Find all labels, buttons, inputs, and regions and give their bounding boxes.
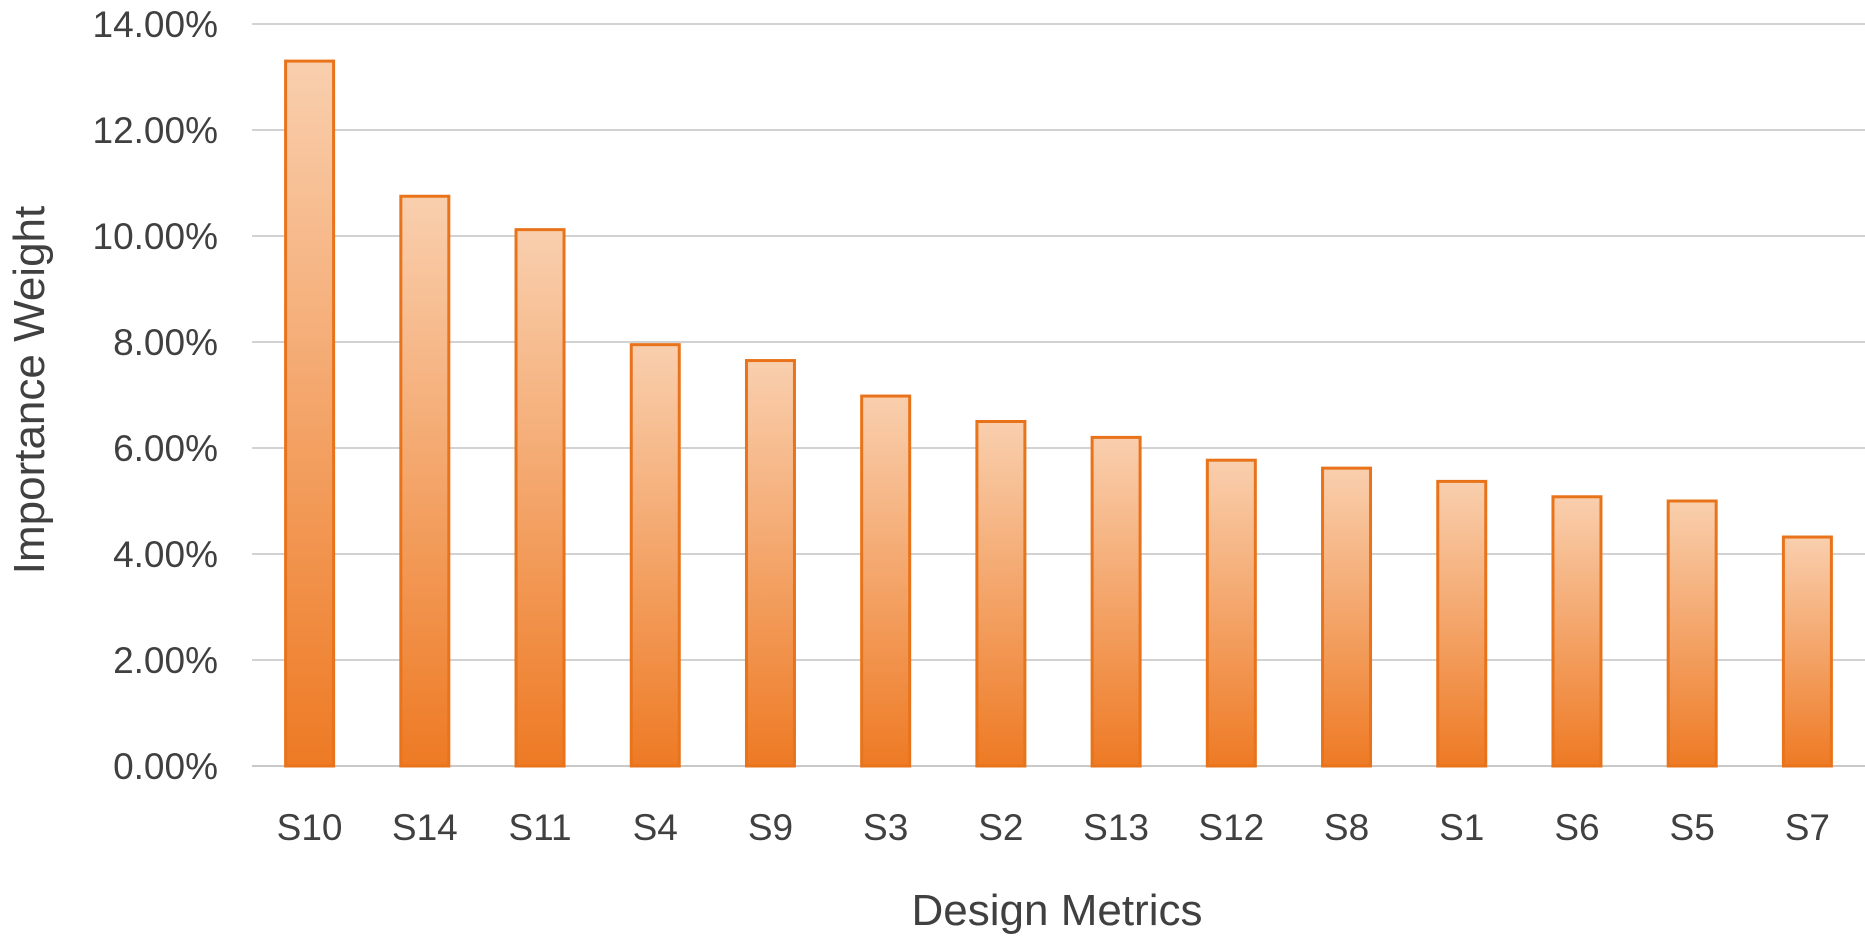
y-tick-label: 12.00% <box>93 110 219 151</box>
x-tick-label: S3 <box>863 807 908 848</box>
x-tick-label: S7 <box>1785 807 1830 848</box>
bar-s12 <box>1205 458 1257 768</box>
bar-s9 <box>744 359 796 768</box>
y-tick-label: 10.00% <box>93 216 219 257</box>
bar-s1 <box>1436 479 1488 768</box>
bars <box>284 59 1833 768</box>
x-tick-label: S12 <box>1198 807 1264 848</box>
y-tick-label: 14.00% <box>93 4 219 45</box>
bar-s7 <box>1781 535 1833 768</box>
x-tick-label: S13 <box>1083 807 1149 848</box>
bar-s14 <box>399 194 451 768</box>
bar-s8 <box>1321 466 1373 768</box>
y-tick-label: 8.00% <box>113 322 218 363</box>
x-tick-label: S6 <box>1554 807 1599 848</box>
x-tick-label: S11 <box>508 807 571 848</box>
bar-s2 <box>975 420 1027 768</box>
bar-s10 <box>284 59 336 768</box>
x-tick-label: S5 <box>1670 807 1715 848</box>
y-axis-title: Importance Weight <box>5 206 54 574</box>
x-tick-labels: S10 S14 S11 S4 S9 S3 S2 S13 S12 S8 S1 S6 S5 S7 <box>277 807 1830 848</box>
x-tick-label: S2 <box>978 807 1023 848</box>
bar-s3 <box>860 394 912 768</box>
y-tick-labels: 0.00% 2.00% 4.00% 6.00% 8.00% 10.00% 12.00% 14.… <box>93 4 219 787</box>
x-tick-label: S8 <box>1324 807 1369 848</box>
gridlines <box>252 23 1865 767</box>
x-tick-label: S14 <box>392 807 458 848</box>
y-tick-label: 6.00% <box>113 428 218 469</box>
y-tick-label: 4.00% <box>113 534 218 575</box>
y-tick-label: 2.00% <box>113 640 218 681</box>
x-tick-label: S9 <box>748 807 793 848</box>
y-tick-label: 0.00% <box>113 746 218 787</box>
x-tick-label: S10 <box>277 807 343 848</box>
bar-s4 <box>629 343 681 768</box>
x-axis-title: Design Metrics <box>912 886 1203 935</box>
bar-s13 <box>1090 435 1142 768</box>
bar-s6 <box>1551 495 1603 768</box>
bar-s11 <box>514 228 566 768</box>
x-tick-label: S1 <box>1439 807 1484 848</box>
x-tick-label: S4 <box>633 807 678 848</box>
bar-s5 <box>1666 499 1718 768</box>
